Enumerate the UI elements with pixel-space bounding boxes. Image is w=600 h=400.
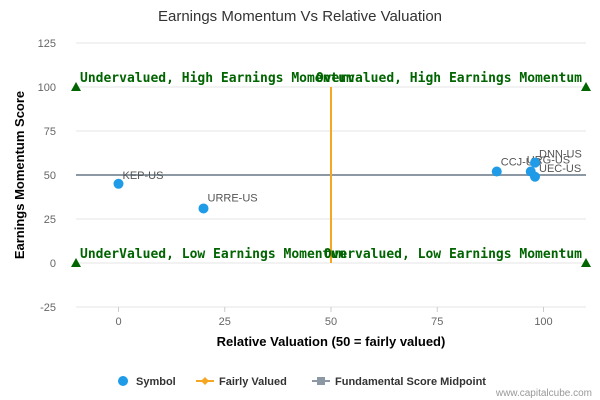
quadrant-label: Undervalued, High Earnings Momentum xyxy=(80,71,354,86)
quadrant-label: UnderValued, Low Earnings Momentum xyxy=(80,247,346,262)
x-tick-label: 0 xyxy=(115,316,121,328)
point-label: KEP-US xyxy=(123,170,164,182)
quadrant-triangle-icon xyxy=(581,82,591,91)
y-tick-label: 75 xyxy=(44,126,56,138)
x-axis-title: Relative Valuation (50 = fairly valued) xyxy=(217,334,446,349)
scatter-point xyxy=(530,171,540,182)
x-tick-label: 25 xyxy=(219,316,231,328)
scatter-point xyxy=(198,203,209,214)
point-label: URRE-US xyxy=(208,192,258,204)
quadrant-label: Overvalued, Low Earnings Momentum xyxy=(324,247,582,262)
point-label: DNN-US xyxy=(539,149,582,161)
reference-lines xyxy=(76,87,586,263)
axis-ticks: -25 0 25 50 75 100 125 0 25 50 75 100 xyxy=(38,38,553,328)
y-tick-label: 100 xyxy=(38,82,56,94)
quadrant-triangle-icon xyxy=(581,258,591,267)
legend-fairly-valued-label: Fairly Valued xyxy=(219,376,287,388)
y-tick-label: 50 xyxy=(44,170,56,182)
y-tick-label: 0 xyxy=(50,258,56,270)
quadrant-triangle-icon xyxy=(71,258,81,267)
y-tick-label: -25 xyxy=(40,302,56,314)
legend-item-midpoint[interactable]: Fundamental Score Midpoint xyxy=(312,376,486,388)
legend-midpoint-label: Fundamental Score Midpoint xyxy=(335,376,486,388)
x-tick-label: 100 xyxy=(534,316,552,328)
quadrant-label: Overvalued, High Earnings Momentum xyxy=(316,71,582,86)
legend-symbol-label: Symbol xyxy=(136,376,176,388)
legend-fairly-valued-diamond-icon xyxy=(201,377,209,385)
point-label: UEC-US xyxy=(539,163,581,175)
credit-text: www.capitalcube.com xyxy=(495,388,592,399)
y-tick-label: 125 xyxy=(38,38,56,50)
quadrant-labels: Undervalued, High Earnings MomentumOverv… xyxy=(80,71,582,262)
quadrant-markers xyxy=(71,82,591,267)
scatter-point xyxy=(491,166,502,177)
chart-title: Earnings Momentum Vs Relative Valuation xyxy=(158,8,442,25)
legend-item-fairly-valued[interactable]: Fairly Valued xyxy=(196,376,287,388)
legend-midpoint-square-icon xyxy=(317,377,325,385)
scatter-point xyxy=(113,178,124,189)
x-tick-label: 50 xyxy=(325,316,337,328)
legend-item-symbol[interactable]: Symbol xyxy=(118,376,176,388)
legend[interactable]: Symbol Fairly Valued Fundamental Score M… xyxy=(118,376,486,388)
x-tick-label: 75 xyxy=(431,316,443,328)
y-axis-title: Earnings Momentum Score xyxy=(12,91,27,259)
quadrant-triangle-icon xyxy=(71,82,81,91)
legend-symbol-marker xyxy=(118,376,128,386)
y-tick-label: 25 xyxy=(44,214,56,226)
scatter-point xyxy=(530,157,540,168)
